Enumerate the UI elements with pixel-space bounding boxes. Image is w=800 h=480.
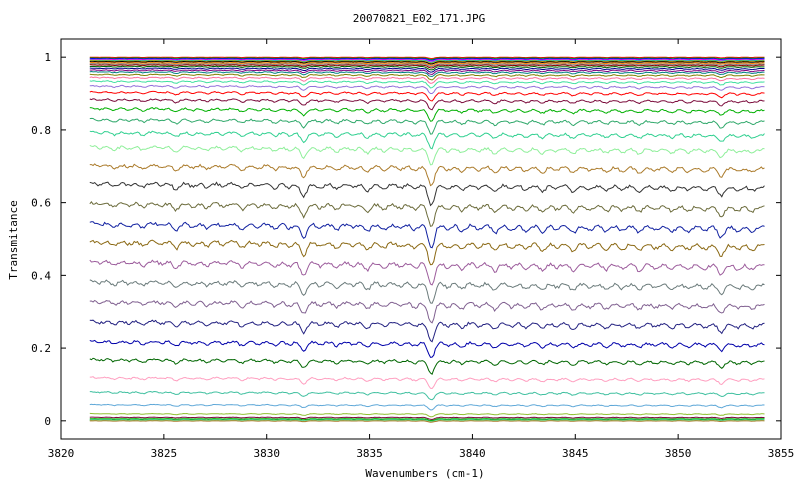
chart-title: 20070821_E02_171.JPG bbox=[353, 12, 485, 25]
spectrum-series-line bbox=[89, 64, 765, 69]
spectrum-series-line bbox=[89, 107, 765, 122]
y-tick-label: 0 bbox=[44, 415, 51, 428]
spectrum-series-line bbox=[89, 420, 765, 423]
y-tick-label: 1 bbox=[44, 51, 51, 64]
spectrum-series-line bbox=[89, 98, 765, 111]
x-tick-label: 3855 bbox=[768, 447, 795, 460]
spectrum-series-line bbox=[89, 239, 765, 266]
spectrum-series-line bbox=[89, 403, 765, 411]
spectrum-series-line bbox=[89, 144, 765, 166]
spectrum-series-line bbox=[89, 80, 765, 89]
spectrum-series-line bbox=[89, 416, 765, 421]
x-tick-label: 3840 bbox=[459, 447, 486, 460]
spectrum-series-line bbox=[89, 57, 765, 61]
spectrum-series-line bbox=[89, 259, 765, 286]
y-tick-label: 0.4 bbox=[31, 269, 51, 282]
plot-frame bbox=[60, 38, 782, 440]
spectrum-series-line bbox=[89, 163, 765, 187]
spectrum-series-line bbox=[89, 67, 765, 73]
spectrum-series-line bbox=[89, 279, 765, 304]
y-tick-label: 0.8 bbox=[31, 124, 51, 137]
spectrum-series-line bbox=[89, 59, 765, 63]
spectrum-series-line bbox=[89, 299, 765, 324]
spectrum-series-line bbox=[89, 58, 765, 62]
spectrum-series-line bbox=[89, 376, 765, 390]
spectrum-series-line bbox=[89, 221, 765, 249]
y-axis: 0 0.2 0.4 0.6 0.8 1 bbox=[31, 51, 781, 428]
spectrum-series-line bbox=[89, 412, 765, 418]
x-axis: 3820 3825 3830 3835 3840 3845 3850 3855 bbox=[48, 39, 795, 460]
spectrum-series-line bbox=[89, 319, 765, 343]
y-tick-label: 0.6 bbox=[31, 197, 51, 210]
spectrum-series-line bbox=[89, 60, 765, 65]
x-tick-label: 3845 bbox=[562, 447, 589, 460]
x-tick-label: 3835 bbox=[356, 447, 383, 460]
spectrum-series-line bbox=[89, 76, 765, 84]
spectrum-series-line bbox=[89, 181, 765, 207]
spectrum-series-line bbox=[89, 70, 765, 78]
spectrum-series-line bbox=[89, 339, 765, 358]
spectrum-series-line bbox=[89, 57, 765, 61]
spectrum-series-line bbox=[89, 73, 765, 81]
y-tick-label: 0.2 bbox=[31, 342, 51, 355]
spectrum-series-line bbox=[89, 90, 765, 102]
spectrum-series-line bbox=[89, 60, 765, 64]
spectrum-series-line bbox=[89, 117, 765, 135]
x-axis-label: Wavenumbers (cm-1) bbox=[365, 467, 484, 480]
spectrum-series-line bbox=[89, 130, 765, 150]
spectrum-series-line bbox=[89, 390, 765, 401]
y-axis-label: Transmitance bbox=[7, 200, 20, 279]
series-layer bbox=[89, 56, 765, 423]
spectrum-series-line bbox=[89, 65, 765, 71]
spectrum-series-line bbox=[89, 357, 765, 376]
spectrum-series-line bbox=[89, 200, 765, 227]
spectrum-series-line bbox=[89, 61, 765, 66]
spectrum-series-line bbox=[89, 418, 765, 421]
x-tick-label: 3830 bbox=[253, 447, 280, 460]
spectrum-series-line bbox=[89, 63, 765, 68]
x-tick-label: 3825 bbox=[151, 447, 178, 460]
spectrum-series-line bbox=[89, 69, 765, 76]
spectrum-series-line bbox=[89, 56, 765, 60]
spectrum-series-line bbox=[89, 84, 765, 94]
x-tick-label: 3820 bbox=[48, 447, 75, 460]
x-tick-label: 3850 bbox=[665, 447, 692, 460]
